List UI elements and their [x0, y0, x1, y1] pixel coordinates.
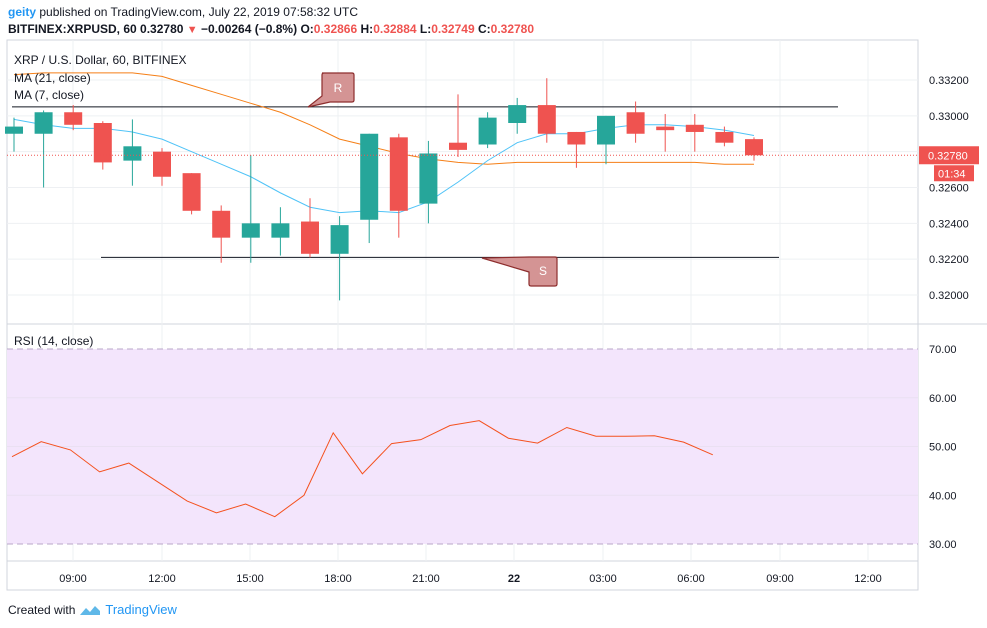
candle-body	[153, 151, 171, 177]
candle-body	[537, 105, 556, 134]
price-axis-label: 0.33000	[929, 111, 969, 123]
tradingview-logo-icon	[80, 605, 101, 615]
time-axis-label: 18:00	[324, 573, 352, 585]
candle-body	[330, 225, 349, 254]
open-value: 0.32866	[313, 22, 358, 36]
candle-body	[478, 117, 497, 145]
high-value: 0.32884	[373, 22, 417, 36]
candle-body	[5, 126, 23, 134]
time-axis-label: 03:00	[589, 573, 617, 585]
candle-body	[626, 112, 645, 134]
candle-body	[419, 153, 438, 204]
candle-body	[212, 210, 231, 238]
high-label: H:	[360, 22, 374, 36]
time-axis-label: 12:00	[854, 573, 882, 585]
price-axis-label: 0.32400	[929, 218, 969, 230]
candle-body	[64, 112, 83, 125]
rsi-axis-label: 40.00	[929, 490, 957, 502]
close-label: C:	[477, 22, 491, 36]
price-axis-label: 0.33200	[929, 75, 969, 87]
time-axis-label: 12:00	[148, 573, 176, 585]
price-axis-label: 0.32600	[929, 183, 969, 195]
support-callout-label: S	[539, 264, 547, 278]
candle-body	[241, 223, 260, 238]
candle-body	[93, 123, 112, 163]
ohlc-line: BITFINEX:XRPUSD, 60 0.32780 ▼ −0.00264 (…	[8, 22, 534, 36]
candle-body	[656, 126, 675, 131]
candle-body	[123, 146, 142, 161]
published-text: published on TradingView.com, July 22, 2…	[39, 5, 359, 19]
time-axis-label: 15:00	[236, 573, 264, 585]
chart-frame	[6, 39, 919, 591]
candle-body	[271, 223, 290, 238]
publisher-username[interactable]: geity	[8, 5, 37, 19]
down-arrow-icon: ▼	[186, 24, 198, 36]
legend-title: XRP / U.S. Dollar, 60, BITFINEX	[14, 53, 187, 67]
close-value: 0.32780	[490, 22, 535, 36]
symbol-label: BITFINEX:XRPUSD, 60	[8, 22, 137, 36]
footer: Created with TradingView	[8, 602, 177, 617]
created-with-text: Created with	[8, 602, 76, 617]
countdown-label: 01:34	[938, 168, 966, 180]
open-label: O:	[300, 22, 314, 36]
candle-body	[182, 173, 201, 211]
legend-ma7: MA (7, close)	[14, 88, 85, 102]
time-axis-label: 21:00	[412, 573, 440, 585]
published-line: geity published on TradingView.com, July…	[8, 5, 358, 19]
tradingview-brand[interactable]: TradingView	[105, 602, 177, 617]
rsi-line	[11, 420, 713, 518]
support-callout	[481, 256, 558, 287]
price-axis-label: 0.32200	[929, 254, 969, 266]
time-axis-label: 22	[508, 573, 520, 585]
rsi-axis-label: 30.00	[929, 539, 957, 551]
candle-body	[567, 131, 586, 145]
last-price: 0.32780	[140, 22, 184, 36]
candle-body	[715, 131, 734, 143]
candle-body	[360, 133, 379, 220]
countdown-tag	[934, 165, 974, 182]
candle-body	[389, 137, 408, 211]
time-axis-label: 09:00	[766, 573, 794, 585]
resistance-callout-label: R	[334, 81, 343, 95]
low-label: L:	[419, 22, 432, 36]
price-change: −0.00264 (−0.8%)	[201, 22, 298, 36]
candle-body	[597, 115, 615, 145]
candle-body	[745, 139, 763, 156]
ma21-line	[13, 72, 754, 165]
rsi-axis-label: 70.00	[929, 344, 957, 356]
resistance-callout	[307, 72, 355, 108]
legend-ma21: MA (21, close)	[14, 71, 91, 85]
time-axis-label: 06:00	[677, 573, 705, 585]
candle-body	[449, 142, 467, 150]
current-price-label: 0.32780	[928, 150, 968, 162]
rsi-axis-label: 50.00	[929, 442, 957, 454]
legend-rsi: RSI (14, close)	[14, 334, 94, 348]
candle-body	[685, 124, 704, 132]
time-axis-label: 09:00	[59, 573, 87, 585]
rsi-axis-label: 60.00	[929, 393, 957, 405]
candle-body	[301, 221, 319, 254]
price-axis-label: 0.32000	[929, 290, 969, 302]
current-price-tag	[919, 146, 979, 165]
candle-body	[508, 105, 527, 123]
low-value: 0.32749	[431, 22, 475, 36]
candle-body	[34, 112, 53, 134]
